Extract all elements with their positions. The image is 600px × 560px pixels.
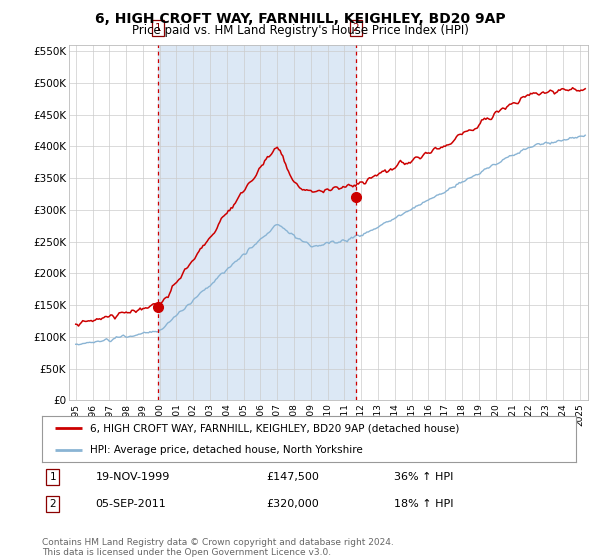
Text: 18% ↑ HPI: 18% ↑ HPI — [394, 499, 454, 509]
Text: 36% ↑ HPI: 36% ↑ HPI — [394, 472, 454, 482]
Bar — [158, 45, 356, 400]
Text: 2: 2 — [352, 23, 359, 33]
Text: HPI: Average price, detached house, North Yorkshire: HPI: Average price, detached house, Nort… — [90, 445, 363, 455]
Text: 19-NOV-1999: 19-NOV-1999 — [95, 472, 170, 482]
Text: Contains HM Land Registry data © Crown copyright and database right 2024.
This d: Contains HM Land Registry data © Crown c… — [42, 538, 394, 557]
Text: 1: 1 — [154, 23, 161, 33]
Text: £147,500: £147,500 — [266, 472, 319, 482]
Text: 05-SEP-2011: 05-SEP-2011 — [95, 499, 166, 509]
Text: Price paid vs. HM Land Registry's House Price Index (HPI): Price paid vs. HM Land Registry's House … — [131, 24, 469, 36]
Text: £320,000: £320,000 — [266, 499, 319, 509]
Text: 6, HIGH CROFT WAY, FARNHILL, KEIGHLEY, BD20 9AP (detached house): 6, HIGH CROFT WAY, FARNHILL, KEIGHLEY, B… — [90, 423, 460, 433]
Text: 6, HIGH CROFT WAY, FARNHILL, KEIGHLEY, BD20 9AP: 6, HIGH CROFT WAY, FARNHILL, KEIGHLEY, B… — [95, 12, 505, 26]
Text: 2: 2 — [49, 499, 56, 509]
Text: 1: 1 — [49, 472, 56, 482]
